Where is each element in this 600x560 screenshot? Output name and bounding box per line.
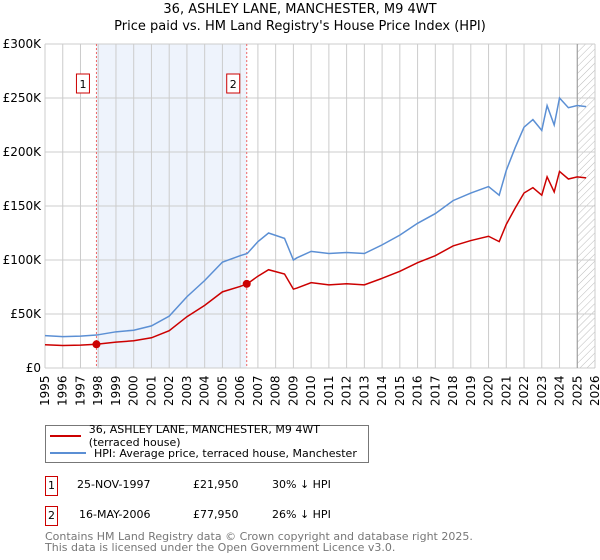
x-tick-label: 2006 bbox=[233, 375, 247, 406]
x-tick-label: 2008 bbox=[269, 375, 283, 406]
x-tick-label: 2019 bbox=[464, 375, 478, 406]
legend-label: HPI: Average price, terraced house, Manc… bbox=[94, 446, 357, 460]
x-tick-label: 1997 bbox=[73, 375, 87, 406]
y-tick-label: £300K bbox=[3, 37, 43, 51]
x-tick-label: 2013 bbox=[357, 375, 371, 406]
blue-line-swatch bbox=[50, 452, 86, 454]
sale-point bbox=[92, 340, 101, 349]
x-tick-label: 2002 bbox=[162, 375, 176, 406]
x-tick-label: 2007 bbox=[251, 375, 265, 406]
transaction-hpi-diff: 30% ↓ HPI bbox=[272, 478, 331, 491]
x-tick-label: 2009 bbox=[286, 375, 300, 406]
x-tick-label: 2012 bbox=[340, 375, 354, 406]
x-tick-label: 2017 bbox=[428, 375, 442, 406]
transaction-date: 25-NOV-1997 bbox=[77, 478, 151, 491]
sale-point bbox=[242, 279, 251, 288]
sale-badge bbox=[226, 73, 241, 94]
sale-badge-label: 2 bbox=[230, 78, 237, 91]
y-tick-label: £50K bbox=[10, 307, 42, 321]
series-line bbox=[44, 96, 587, 338]
footer: Contains HM Land Registry data © Crown c… bbox=[45, 531, 473, 553]
x-tick-label: 1995 bbox=[38, 375, 52, 406]
x-tick-label: 2015 bbox=[393, 375, 407, 406]
x-tick-label: 2010 bbox=[304, 375, 318, 406]
x-tick-label: 2004 bbox=[198, 375, 212, 406]
legend-label: 36, ASHLEY LANE, MANCHESTER, M9 4WT (ter… bbox=[88, 423, 320, 449]
marker-badge: 1 bbox=[45, 476, 58, 496]
x-tick-label: 2018 bbox=[446, 375, 460, 406]
transaction-hpi-diff: 26% ↓ HPI bbox=[272, 508, 331, 521]
x-tick-label: 2000 bbox=[127, 375, 141, 406]
price-chart: 1995 1996 1997 1998 1999 2000 2001 2002 2003 2004… bbox=[3, 37, 600, 406]
y-tick-label: £150K bbox=[3, 199, 43, 213]
legend-item-property: 36, ASHLEY LANE, MANCHESTER, M9 4WT (ter… bbox=[50, 423, 368, 449]
transaction-price: £21,950 bbox=[193, 478, 239, 491]
x-tick-label: 2021 bbox=[499, 375, 513, 406]
y-tick-label: £250K bbox=[3, 91, 43, 105]
x-tick-label: 2011 bbox=[322, 375, 336, 406]
legend-item-hpi: HPI: Average price, terraced house, Manc… bbox=[50, 445, 357, 461]
legend: 36, ASHLEY LANE, MANCHESTER, M9 4WT (ter… bbox=[45, 423, 369, 463]
x-tick-label: 2003 bbox=[180, 375, 194, 406]
copyright-text: Contains HM Land Registry data © Crown c… bbox=[45, 530, 473, 543]
sale-badge-label: 1 bbox=[79, 78, 86, 91]
x-tick-label: 2024 bbox=[553, 375, 567, 406]
y-tick-label: £100K bbox=[3, 253, 43, 267]
series-line bbox=[44, 170, 587, 347]
x-tick-label: 2020 bbox=[482, 375, 496, 406]
chart-title: 36, ASHLEY LANE, MANCHESTER, M9 4WT bbox=[163, 2, 437, 17]
marker-badge: 2 bbox=[45, 506, 58, 526]
transaction-price: £77,950 bbox=[193, 508, 239, 521]
red-line-swatch bbox=[50, 435, 81, 437]
x-tick-label: 2005 bbox=[215, 375, 229, 406]
x-tick-label: 2001 bbox=[144, 375, 158, 406]
x-tick-label: 2026 bbox=[588, 375, 600, 406]
x-tick-label: 2025 bbox=[570, 375, 584, 406]
x-tick-label: 2023 bbox=[535, 375, 549, 406]
licence-text: This data is licensed under the Open Gov… bbox=[45, 541, 396, 554]
x-tick-label: 2016 bbox=[411, 375, 425, 406]
x-tick-label: 1998 bbox=[91, 375, 105, 406]
transaction-date: 16-MAY-2006 bbox=[79, 508, 151, 521]
y-tick-label: £200K bbox=[3, 145, 43, 159]
x-tick-label: 1996 bbox=[56, 375, 70, 406]
y-tick-label: £0 bbox=[26, 361, 41, 375]
x-tick-label: 2022 bbox=[517, 375, 531, 406]
x-tick-label: 1999 bbox=[109, 375, 123, 406]
chart-subtitle: Price paid vs. HM Land Registry's House … bbox=[114, 19, 486, 34]
sale-badge bbox=[75, 73, 90, 94]
x-tick-label: 2014 bbox=[375, 375, 389, 406]
